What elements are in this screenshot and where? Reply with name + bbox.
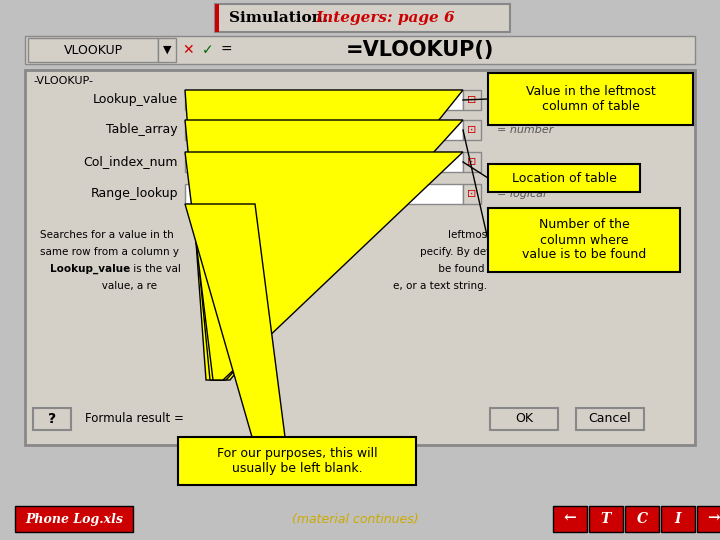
Text: T: T (600, 512, 611, 526)
Text: C: C (636, 512, 647, 526)
Text: -VLOOKUP-: -VLOOKUP- (33, 76, 93, 86)
Polygon shape (185, 90, 463, 380)
Text: Lookup_value: Lookup_value (50, 264, 130, 274)
Text: Integers: page 6: Integers: page 6 (315, 11, 454, 25)
Text: Lookup_value: Lookup_value (93, 93, 178, 106)
Bar (576, 408, 644, 430)
Bar (463, 184, 481, 204)
Text: Number of the
column where
value is to be found: Number of the column where value is to b… (522, 219, 646, 261)
Polygon shape (185, 152, 463, 380)
Bar (215, 4, 510, 32)
Bar (625, 506, 659, 532)
Text: →: → (708, 512, 720, 526)
Bar (463, 152, 481, 172)
Text: value, a re: value, a re (40, 281, 157, 291)
Text: I: I (675, 512, 681, 526)
Text: Cancel: Cancel (589, 413, 631, 426)
Bar (661, 506, 695, 532)
Text: same row from a column y: same row from a column y (40, 247, 179, 257)
Bar (25, 70, 695, 445)
Bar (553, 506, 587, 532)
Bar (185, 152, 463, 172)
Text: Formula result =: Formula result = (85, 413, 184, 426)
Text: =: = (220, 43, 232, 57)
Bar (185, 120, 463, 140)
Bar (215, 4, 219, 32)
Text: Simulation.: Simulation. (229, 11, 328, 25)
Bar (488, 208, 680, 272)
Text: ⊡: ⊡ (467, 95, 477, 105)
Text: Location of table: Location of table (512, 172, 616, 185)
Text: ←: ← (564, 512, 577, 526)
Bar (697, 506, 720, 532)
Text: Col_index_num: Col_index_num (84, 156, 178, 168)
Text: Range_lookup: Range_lookup (91, 187, 178, 200)
Text: ▼: ▼ (163, 45, 171, 55)
Text: Searches for a value in th: Searches for a value in th (40, 230, 174, 240)
Text: = logical: = logical (497, 189, 546, 199)
Text: ⊡: ⊡ (467, 189, 477, 199)
Text: (material continues): (material continues) (292, 512, 418, 525)
Text: is the val: is the val (130, 264, 181, 274)
Text: pecify. By default, the table mus: pecify. By default, the table mus (420, 247, 589, 257)
Text: Value in the leftmost
column of table: Value in the leftmost column of table (526, 85, 655, 113)
Text: leftmost column of a table, and the: leftmost column of a table, and the (448, 230, 632, 240)
Bar (178, 437, 416, 485)
Bar (463, 120, 481, 140)
Polygon shape (185, 120, 463, 380)
Bar (25, 36, 695, 64)
Bar (15, 506, 133, 532)
Text: OK: OK (515, 413, 533, 426)
Text: VLOOKUP: VLOOKUP (63, 44, 122, 57)
Bar (33, 408, 71, 430)
Polygon shape (185, 204, 285, 437)
Text: Phone Log.xls: Phone Log.xls (25, 512, 123, 525)
Bar (185, 184, 463, 204)
Text: ?: ? (48, 412, 56, 426)
Text: =VLOOKUP(): =VLOOKUP() (346, 40, 494, 60)
Bar (488, 164, 640, 192)
Text: ✓: ✓ (202, 43, 214, 57)
Text: be found in the first column o: be found in the first column o (435, 264, 593, 274)
Text: ⊡: ⊡ (467, 157, 477, 167)
Bar (185, 90, 463, 110)
Bar (490, 408, 558, 430)
Text: ⊡: ⊡ (467, 125, 477, 135)
Text: Table_array: Table_array (107, 124, 178, 137)
Text: ✕: ✕ (182, 43, 194, 57)
Text: = number: = number (497, 125, 554, 135)
Bar (463, 90, 481, 110)
Text: For our purposes, this will
usually be left blank.: For our purposes, this will usually be l… (217, 447, 377, 475)
Bar (589, 506, 623, 532)
Bar (488, 73, 693, 125)
Bar (158, 38, 176, 62)
Bar (28, 38, 158, 62)
Text: e, or a text string.: e, or a text string. (393, 281, 487, 291)
